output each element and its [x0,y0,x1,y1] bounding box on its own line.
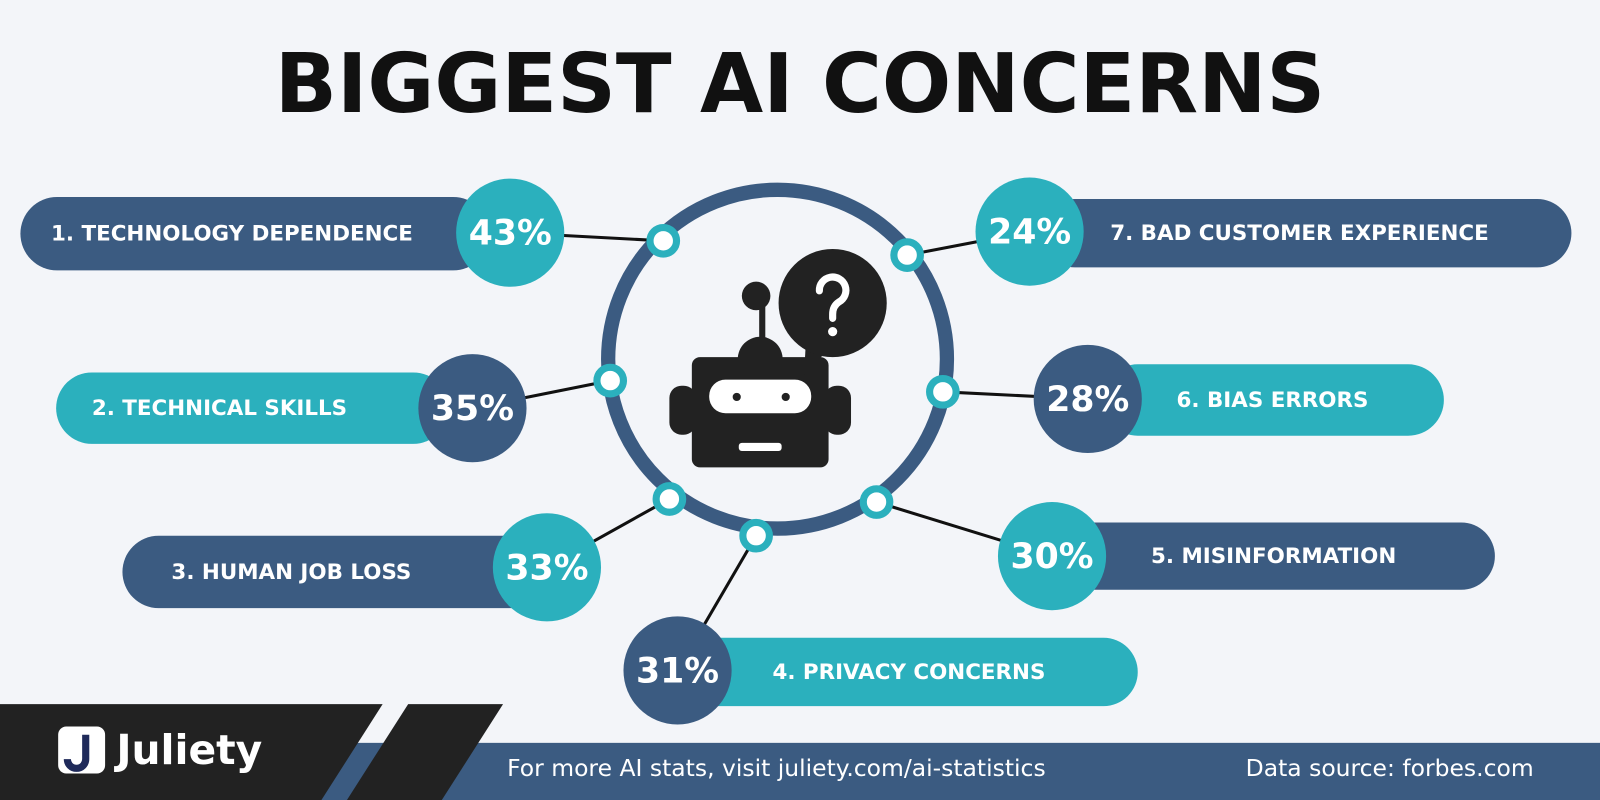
pill [122,535,552,609]
percent-value: 35% [431,389,514,429]
logo-glyph [63,734,90,772]
footer-band [306,742,1600,800]
robot-icon [669,248,887,468]
percent-badge [418,354,527,463]
percent-value: 31% [636,651,719,691]
pill [1102,364,1444,436]
pill [20,196,490,271]
percent-badge [456,178,565,287]
concern-item: 5. MISINFORMATION 30% [997,502,1495,611]
concern-item: 7. BAD CUSTOMER EXPERIENCE 24% [975,177,1572,286]
node [739,518,773,553]
concern-label: 6. BIAS ERRORS [1177,388,1369,413]
percent-badge [492,513,602,622]
footer: Juliety For more AI stats, visit juliety… [0,704,1600,800]
pill [1040,198,1572,268]
percent-value: 43% [469,214,552,254]
hub-ring [601,182,955,536]
footer-link: For more AI stats, visit juliety.com/ai-… [507,754,1046,782]
concern-item: 4. PRIVACY CONCERNS 31% [623,616,1138,725]
node [646,223,681,258]
footer-source: Data source: forbes.com [1246,754,1534,782]
concern-label: 7. BAD CUSTOMER EXPERIENCE [1110,221,1489,246]
pill [632,637,1138,707]
pill [56,372,449,444]
node [652,482,687,516]
percent-value: 28% [1046,380,1129,420]
concern-label: 3. HUMAN JOB LOSS [171,560,411,585]
concern-label: 2. TECHNICAL SKILLS [92,396,347,421]
footer-stripe [346,704,504,800]
concern-label: 4. PRIVACY CONCERNS [772,660,1045,685]
percent-badge [1033,344,1142,454]
percent-value: 24% [988,213,1071,253]
node [926,375,960,409]
pill [1061,522,1495,590]
brand: Juliety [113,726,262,774]
title: BIGGEST AI CONCERNS [275,37,1325,132]
percent-badge [997,502,1107,611]
concern-label: 5. MISINFORMATION [1151,544,1396,569]
items: 1. TECHNOLOGY DEPENDENCE 43% 2. TECHNICAL … [20,177,1572,725]
concern-item: 3. HUMAN JOB LOSS 33% [122,513,602,622]
concern-label: 1. TECHNOLOGY DEPENDENCE [51,222,413,247]
concern-item: 6. BIAS ERRORS 28% [1033,344,1444,454]
node [890,238,924,272]
percent-value: 30% [1011,537,1094,577]
concern-item: 2. TECHNICAL SKILLS 35% [56,354,527,463]
percent-badge [975,177,1084,286]
concern-item: 1. TECHNOLOGY DEPENDENCE 43% [20,178,565,287]
percent-value: 33% [505,548,588,588]
percent-badge [623,616,732,725]
node [593,363,628,398]
node [859,485,894,519]
